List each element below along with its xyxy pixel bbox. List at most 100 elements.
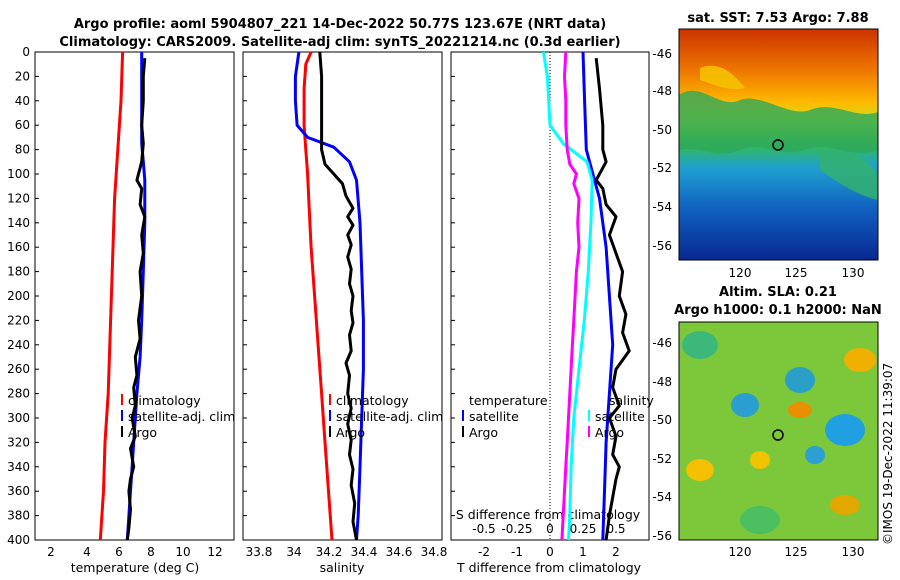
legend-swatch-red: [329, 394, 331, 405]
sst-green-patch: [820, 149, 878, 200]
sst-map-frame: [678, 28, 879, 261]
sla-lon-tick: 120: [729, 545, 752, 559]
series-salinity-satellite: [541, 51, 594, 541]
sst-lat-tick: -52: [652, 161, 672, 175]
salinity-xlabel: salinity: [320, 560, 365, 575]
difference-series-group: [541, 51, 631, 541]
sla-lat-tick: -46: [652, 336, 672, 350]
s-diff-tick: 0: [546, 522, 554, 536]
sla-lat-tick: -50: [652, 413, 672, 427]
temperature-depth-axis: 0 20 40 60 80 100 120 140 160 180 200 220 240 260 280 3…: [7, 45, 39, 547]
sla-eddy: [785, 367, 815, 393]
salinity-tick: 34.4: [351, 545, 378, 559]
temperature-series-group: [98, 51, 147, 541]
depth-tick-label: 180: [7, 265, 30, 279]
t-diff-tick: -1: [511, 545, 523, 559]
depth-tick-label: 240: [7, 338, 30, 352]
legend-swatch-magenta: [588, 426, 590, 437]
salinity-tick: 34.6: [386, 545, 413, 559]
sla-map-x-axis: 120 125 130: [729, 545, 865, 559]
sst-lat-tick: -50: [652, 123, 672, 137]
sla-map-title-2: Argo h1000: 0.1 h2000: NaN: [674, 303, 882, 318]
depth-tick-label: 260: [7, 362, 30, 376]
temperature-tick: 2: [47, 545, 55, 559]
salinity-depth-ticks: [243, 51, 247, 541]
temperature-tick: 8: [147, 545, 155, 559]
depth-tick-label: 80: [15, 143, 30, 157]
legend-label: Argo: [336, 425, 365, 440]
series-salinity-argo: [560, 51, 581, 541]
sst-lat-tick: -48: [652, 84, 672, 98]
sla-map-panel: Altim. SLA: 0.21 Argo h1000: 0.1 h2000: …: [652, 285, 881, 559]
legend-label: Argo: [469, 425, 498, 440]
legend-swatch-blue: [462, 410, 464, 421]
depth-tick-label: 220: [7, 313, 30, 327]
legend-label: Argo: [595, 425, 624, 440]
legend-swatch-black: [462, 426, 464, 437]
temperature-tick: 10: [175, 545, 190, 559]
series-climatology: [98, 51, 125, 541]
sla-lon-tick: 125: [785, 545, 808, 559]
sst-lat-tick: -54: [652, 200, 672, 214]
legend-label: satellite: [595, 409, 645, 424]
argo-location-marker: [772, 429, 784, 441]
sst-lat-tick: -46: [652, 47, 672, 61]
temperature-tick: 12: [207, 545, 222, 559]
sla-lat-tick: -48: [652, 375, 672, 389]
salinity-panel: 33.8 34 34.2 34.4 34.6 34.8 salinity cli…: [242, 51, 448, 575]
salinity-tick: 34.2: [316, 545, 343, 559]
depth-tick-label: 140: [7, 216, 30, 230]
s-diff-tick: -0.25: [501, 522, 532, 536]
sla-eddy: [825, 414, 865, 446]
sst-lon-tick: 130: [842, 266, 865, 280]
temperature-tick: 4: [83, 545, 91, 559]
legend-title: salinity: [609, 393, 654, 408]
salinity-tick: 34.8: [421, 545, 448, 559]
temperature-axes-frame: [34, 51, 235, 541]
depth-tick-label: 300: [7, 411, 30, 425]
legend-label: Argo: [128, 425, 157, 440]
sst-lat-tick: -56: [652, 239, 672, 253]
sla-eddy: [686, 459, 714, 481]
legend-swatch-blue: [329, 410, 331, 421]
sla-lon-tick: 130: [842, 545, 865, 559]
difference-legend-salinity: salinity satellite Argo: [588, 393, 654, 440]
legend-swatch-red: [121, 394, 123, 405]
sla-eddy: [844, 348, 876, 372]
title-line-1: Argo profile: aoml 5904807_221 14-Dec-20…: [74, 17, 606, 32]
s-diff-label: S difference from climatology: [456, 507, 641, 522]
legend-label: climatology: [128, 393, 201, 408]
salinity-tick: 33.8: [246, 545, 273, 559]
sst-map-y-axis: -46 -48 -50 -52 -54 -56: [652, 47, 672, 253]
depth-tick-label: 60: [15, 118, 30, 132]
depth-tick-label: 200: [7, 289, 30, 303]
depth-tick-label: 280: [7, 387, 30, 401]
depth-tick-label: 320: [7, 435, 30, 449]
series-temperature-satellite: [581, 51, 615, 541]
sla-map-features: [682, 331, 876, 534]
legend-label: satellite-adj. clim: [128, 409, 235, 424]
depth-tick-label: 360: [7, 484, 30, 498]
salinity-series-group: [293, 51, 365, 541]
t-diff-xlabel: T difference from climatology: [456, 560, 642, 575]
sla-eddy: [731, 393, 759, 417]
salinity-x-axis: 33.8 34 34.2 34.4 34.6 34.8: [246, 545, 448, 559]
legend-swatch-blue: [121, 410, 123, 421]
salinity-tick: 34: [286, 545, 301, 559]
difference-x-axis: -2 -1 0 1 2: [478, 545, 620, 559]
watermark: ©IMOS 19-Dec-2022 11:39:07: [881, 363, 895, 545]
argo-location-marker: [772, 139, 784, 151]
s-diff-tick: -0.5: [472, 522, 495, 536]
s-diff-axis: -0.5 -0.25 0 0.25 0.5: [472, 522, 625, 536]
legend-title: temperature: [469, 393, 548, 408]
sla-map-frame: [678, 321, 879, 541]
sla-eddy: [788, 402, 812, 418]
salinity-axes-frame: [242, 51, 443, 541]
sst-front-band: [679, 90, 878, 154]
sla-eddy: [805, 446, 825, 464]
sst-map-x-axis: 120 125 130: [729, 266, 865, 280]
sla-lat-tick: -52: [652, 452, 672, 466]
depth-tick-label: 100: [7, 167, 30, 181]
depth-tick-label: 380: [7, 509, 30, 523]
